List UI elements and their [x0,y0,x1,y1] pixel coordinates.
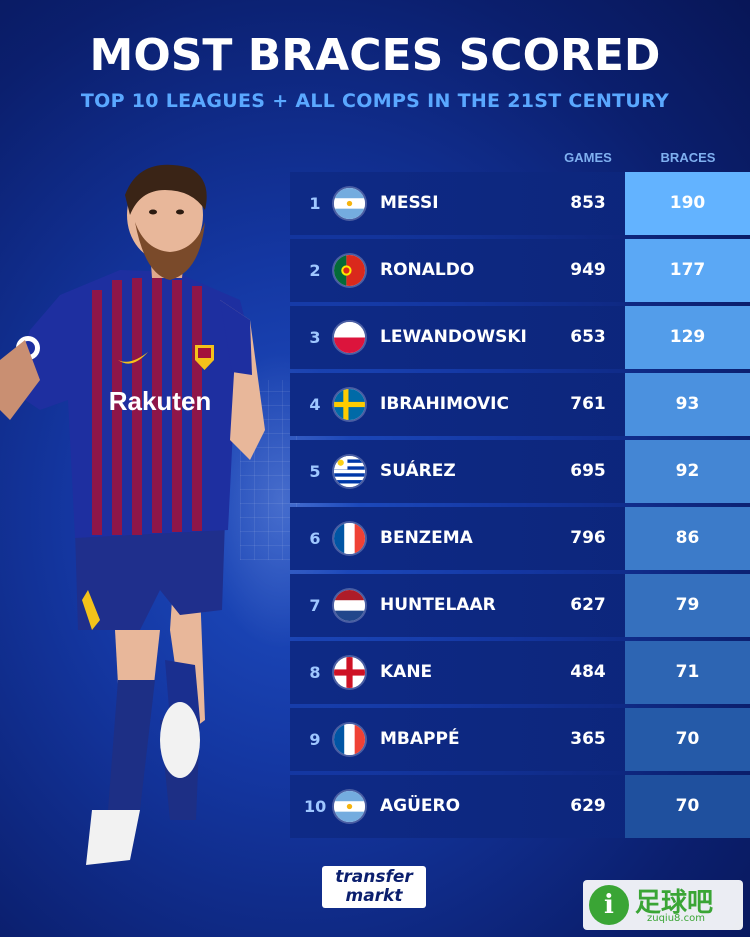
rank: 1 [309,194,321,213]
player-name: SUÁREZ [380,461,456,481]
braces-value: 71 [625,641,750,704]
braces-value: 93 [625,373,750,436]
column-header-games: GAMES [564,150,612,165]
table-row: 7 HUNTELAAR 627 79 [290,574,750,637]
table-row: 5 SUÁREZ 695 92 [290,440,750,503]
table-row: 4 IBRAHIMOVIC 761 93 [290,373,750,436]
games-value: 949 [570,260,606,280]
player-name: BENZEMA [380,528,473,548]
games-value: 761 [570,394,606,414]
poland-flag-icon [334,322,365,353]
braces-value: 190 [625,172,750,235]
england-flag-icon [334,657,365,688]
rank: 6 [309,529,321,548]
table-row: 6 BENZEMA 796 86 [290,507,750,570]
rank: 5 [309,462,321,481]
games-value: 629 [570,796,606,816]
player-name: LEWANDOWSKI [380,327,527,347]
player-name: MESSI [380,193,439,213]
watermark-text: 足球吧 [635,888,714,918]
france-flag-icon [334,724,365,755]
player-name: HUNTELAAR [380,595,496,615]
braces-value: 177 [625,239,750,302]
player-name: IBRAHIMOVIC [380,394,509,414]
braces-value: 70 [625,708,750,771]
table-row: 1 MESSI 853 190 [290,172,750,235]
games-value: 796 [570,528,606,548]
table-row: 8 KANE 484 71 [290,641,750,704]
rank: 9 [309,730,321,749]
player-name: MBAPPÉ [380,729,460,749]
info-icon: i [589,885,629,925]
games-value: 484 [570,662,606,682]
games-value: 627 [570,595,606,615]
column-header-braces: BRACES [660,150,716,165]
games-value: 653 [570,327,606,347]
watermark-url: zuqiu8.com [647,913,705,924]
rank: 7 [309,596,321,615]
rank: 10 [304,797,327,816]
player-name: KANE [380,662,433,682]
sweden-flag-icon [334,389,365,420]
table-row: 3 LEWANDOWSKI 653 129 [290,306,750,369]
braces-value: 86 [625,507,750,570]
rank: 8 [309,663,321,682]
site-watermark: i 足球吧 zuqiu8.com [583,880,743,930]
table-row: 9 MBAPPÉ 365 70 [290,708,750,771]
table-row: 2 RONALDO 949 177 [290,239,750,302]
braces-value: 70 [625,775,750,838]
transfermarkt-logo: transfer markt [322,866,426,908]
shirt-sponsor: Rakuten [109,386,212,416]
games-value: 365 [570,729,606,749]
rank: 2 [309,261,321,280]
table-row: 10 AGÜERO 629 70 [290,775,750,838]
braces-value: 92 [625,440,750,503]
page-subtitle: TOP 10 LEAGUES + ALL COMPS IN THE 21ST C… [80,90,670,112]
rank: 3 [309,328,321,347]
player-illustration: Rakuten [0,164,265,865]
games-value: 695 [570,461,606,481]
braces-table: 1 MESSI 853 190 2 RONALDO 949 177 3 LEWA… [290,172,750,842]
netherlands-flag-icon [334,590,365,621]
logo-line2: markt [345,886,403,906]
player-name: RONALDO [380,260,475,280]
uruguay-flag-icon [334,456,365,487]
page-title: MOST BRACES SCORED [89,30,661,81]
argentina-flag-icon [334,791,365,822]
france-flag-icon [334,523,365,554]
rank: 4 [309,395,321,414]
argentina-flag-icon [334,188,365,219]
braces-value: 79 [625,574,750,637]
games-value: 853 [570,193,606,213]
player-name: AGÜERO [380,796,461,816]
braces-value: 129 [625,306,750,369]
portugal-flag-icon [334,255,365,286]
logo-line1: transfer [335,867,413,887]
